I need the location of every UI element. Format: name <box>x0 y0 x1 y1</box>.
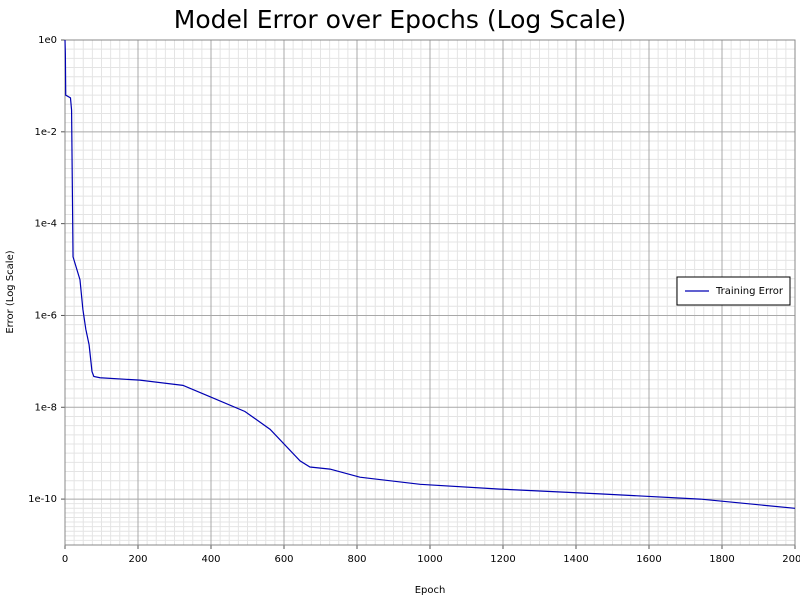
y-tick-label: 1e-2 <box>35 127 58 138</box>
y-tick-label: 1e-10 <box>28 494 57 505</box>
plot-frame <box>64 39 796 546</box>
x-tick-label: 1800 <box>709 554 734 565</box>
x-axis-label: Epoch <box>415 585 446 596</box>
x-tick-label: 2000 <box>782 554 800 565</box>
x-tick-label: 400 <box>201 554 220 565</box>
y-tick-label: 1e-8 <box>35 402 58 413</box>
y-tick-label: 1e0 <box>38 35 57 46</box>
y-tick-label: 1e-6 <box>35 310 58 321</box>
data-line <box>64 39 796 509</box>
x-tick-label: 1400 <box>563 554 588 565</box>
x-tick-label: 200 <box>128 554 147 565</box>
chart-title: Model Error over Epochs (Log Scale) <box>174 5 626 34</box>
y-tick-label: 1e-4 <box>35 219 58 230</box>
x-tick-label: 1600 <box>636 554 661 565</box>
y-axis-label: Error (Log Scale) <box>5 250 16 333</box>
x-tick-label: 0 <box>62 554 68 565</box>
x-tick-label: 800 <box>347 554 366 565</box>
legend-label: Training Error <box>715 286 784 297</box>
x-tick-label: 1000 <box>417 554 442 565</box>
x-tick-label: 600 <box>274 554 293 565</box>
x-tick-label: 1200 <box>490 554 515 565</box>
